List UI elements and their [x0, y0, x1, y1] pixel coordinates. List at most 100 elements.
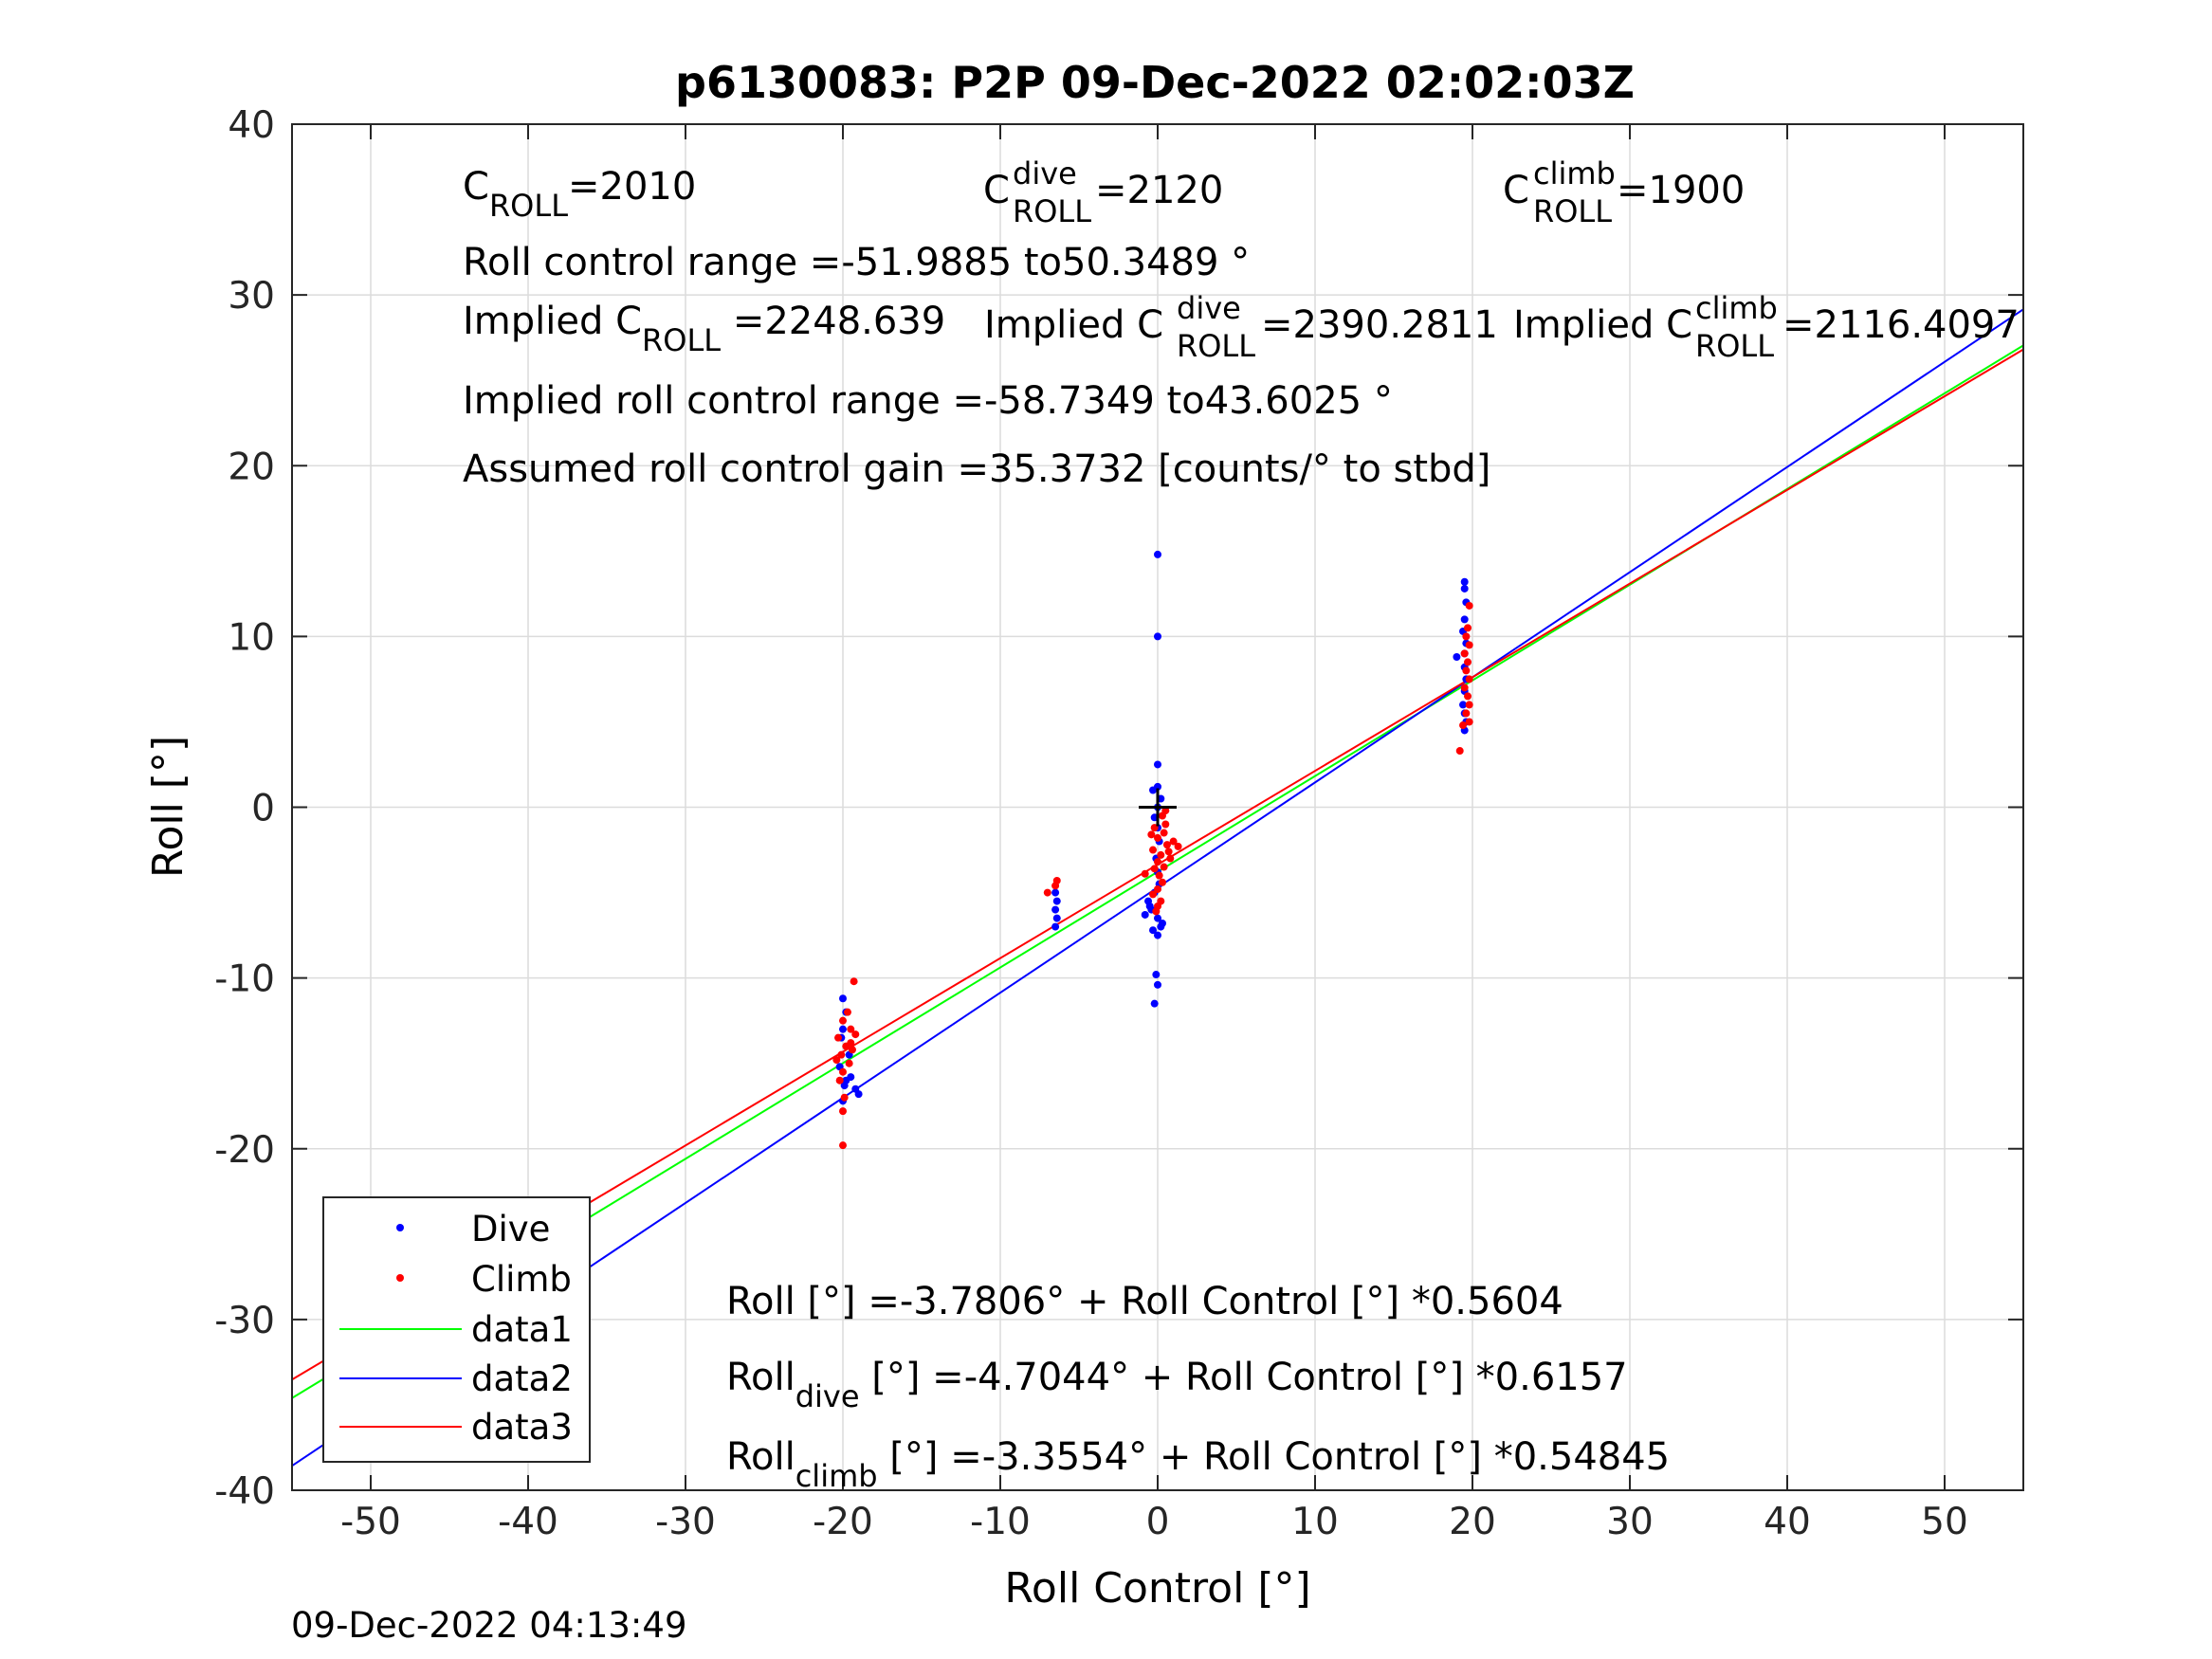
climb-point [1459, 721, 1468, 730]
climb-point [1465, 675, 1473, 684]
annotation-c-roll-dive: C [983, 169, 1010, 212]
dive-point [1052, 914, 1061, 922]
y-axis-label: Roll [°] [144, 736, 192, 878]
climb-point [1160, 863, 1168, 871]
legend-dive-label: Dive [471, 1209, 550, 1249]
climb-point [1051, 882, 1060, 890]
implied-c-roll-climb-sup: climb [1695, 290, 1778, 326]
implied-c-roll-base: Implied C [463, 300, 642, 343]
fit-equation-dive: Rolldive [°] =-4.7044° + Roll Control [°… [726, 1356, 1628, 1414]
climb-point [839, 1107, 847, 1116]
climb-point [1462, 666, 1471, 675]
climb-point [1169, 837, 1178, 846]
y-tick-label: -20 [214, 1129, 275, 1172]
dive-point [1154, 550, 1161, 558]
climb-point [843, 1008, 851, 1016]
climb-point [1462, 709, 1471, 718]
annotation-gain: Assumed roll control gain =35.3732 [coun… [463, 447, 1490, 491]
climb-point [848, 1046, 856, 1054]
climb-point [850, 977, 858, 986]
climb-point [1149, 846, 1158, 854]
x-tick-label: 30 [1606, 1501, 1654, 1543]
implied-c-roll-dive-sub: ROLL [1177, 328, 1255, 364]
c-roll-dive-sup: dive [1013, 155, 1077, 191]
implied-c-roll-climb-value: =2116.4097 [1782, 303, 2020, 347]
annotation-roll-range: Roll control range =-51.9885 to50.3489 ° [463, 241, 1250, 284]
climb-point [1464, 658, 1472, 666]
dive-point [1453, 652, 1461, 661]
climb-point [837, 1050, 846, 1059]
climb-point [1460, 684, 1469, 692]
climb-point [1043, 888, 1051, 897]
legend-climb-marker [396, 1274, 404, 1282]
c-roll-climb-sub: ROLL [1533, 193, 1612, 229]
climb-point [845, 1059, 853, 1067]
dive-point [1145, 902, 1154, 910]
dive-point [840, 1082, 849, 1090]
c-roll-base: C [463, 165, 489, 209]
climb-point [1152, 907, 1161, 916]
legend-data3-label: data3 [471, 1407, 573, 1448]
x-tick-label: 40 [1764, 1501, 1811, 1543]
climb-point [847, 1039, 855, 1048]
legend-data1-label: data1 [471, 1309, 573, 1350]
implied-c-roll-sub: ROLL [642, 322, 721, 358]
dive-point [1154, 760, 1161, 769]
climb-point [1164, 848, 1173, 856]
climb-point [1147, 830, 1156, 839]
implied-c-roll-dive-base: Implied C [984, 303, 1163, 347]
climb-point [1465, 641, 1473, 649]
x-tick-label: -50 [340, 1501, 401, 1543]
fit-equation-all: Roll [°] =-3.7806° + Roll Control [°] *0… [726, 1280, 1563, 1323]
axis-ticks: -50 -40 -30 -20 -10 0 10 20 30 40 50 -40 -30 -20 -10 0 1… [214, 104, 2023, 1543]
climb-point [1166, 854, 1175, 863]
x-tick-label: 10 [1291, 1501, 1339, 1543]
climb-point [1161, 807, 1170, 815]
c-roll-sub: ROLL [489, 188, 568, 224]
x-tick-label: -20 [813, 1501, 873, 1543]
climb-point [1154, 858, 1161, 866]
climb-point [1157, 850, 1165, 859]
dive-point [1149, 786, 1158, 794]
dive-point [1154, 632, 1161, 641]
y-tick-label: 40 [228, 104, 275, 147]
dive-point [1152, 971, 1161, 979]
climb-point [1464, 624, 1472, 632]
dive-point [847, 1073, 855, 1082]
legend: Dive Climb data1 data2 data3 [322, 1196, 591, 1463]
x-tick-label: 20 [1449, 1501, 1496, 1543]
dive-point [839, 1025, 847, 1033]
data-points [832, 550, 1473, 1150]
climb-point [839, 1067, 847, 1076]
center-marker [1139, 788, 1177, 827]
x-axis-label: Roll Control [°] [1004, 1564, 1310, 1613]
dive-point [1141, 910, 1149, 919]
annotation-implied-c-roll-dive: Implied C [984, 303, 1163, 347]
climb-point [1465, 718, 1473, 726]
dive-point [1158, 919, 1166, 927]
dive-point [1460, 615, 1469, 624]
implied-c-roll-climb-base: Implied C [1513, 303, 1692, 347]
climb-point [835, 1076, 844, 1085]
dive-point [1149, 926, 1158, 935]
x-tick-label: -10 [970, 1501, 1031, 1543]
annotation-implied-range: Implied roll control range =-58.7349 to4… [463, 379, 1393, 423]
annotation-c-roll: CROLL=2010 [463, 165, 696, 224]
fit-dive-rest: [°] =-4.7044° + Roll Control [°] *0.6157 [860, 1356, 1628, 1399]
dive-point [1460, 577, 1469, 586]
y-tick-label: -10 [214, 958, 275, 1001]
climb-point [1158, 878, 1166, 886]
climb-point [1154, 833, 1161, 842]
implied-c-roll-value: =2248.639 [721, 300, 945, 343]
dive-point [1051, 905, 1060, 914]
dive-point [1150, 999, 1159, 1008]
climb-point [1161, 820, 1170, 829]
fit-climb-rest: [°] =-3.3554° + Roll Control [°] *0.5484… [878, 1435, 1671, 1479]
dive-point [839, 994, 847, 1003]
y-tick-label: -40 [214, 1470, 275, 1513]
climb-point [1160, 829, 1168, 837]
climb-point [1174, 842, 1182, 850]
climb-point [1455, 747, 1464, 756]
climb-point [839, 1141, 847, 1150]
legend-climb-label: Climb [471, 1259, 572, 1300]
